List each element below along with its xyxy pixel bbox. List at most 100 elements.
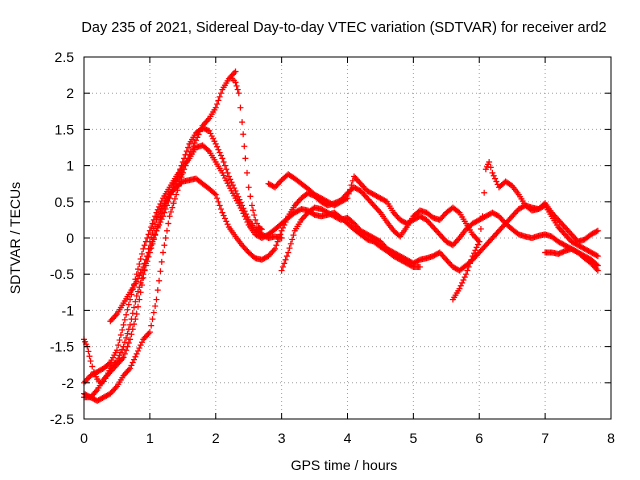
data-point (279, 263, 286, 270)
data-point (141, 266, 148, 273)
data-point (233, 190, 240, 197)
data-point (220, 172, 227, 179)
data-point (123, 334, 130, 341)
data-point (349, 177, 356, 184)
data-point (124, 306, 131, 313)
data-point (117, 332, 124, 339)
data-point (142, 262, 149, 269)
data-point (135, 303, 142, 310)
data-point (239, 119, 246, 126)
tick-layer (83, 56, 612, 420)
series-track-1 (81, 142, 423, 386)
data-point (211, 190, 218, 197)
data-point (174, 187, 181, 194)
data-point (241, 143, 248, 150)
series-track-8 (449, 158, 601, 303)
data-point (594, 253, 601, 260)
data-point (131, 304, 138, 311)
y-tick-label: -2 (62, 375, 75, 391)
x-tick-label: 7 (541, 430, 549, 446)
data-point (131, 321, 138, 328)
data-point (120, 354, 127, 361)
data-point (283, 253, 290, 260)
data-point (481, 189, 488, 196)
data-point (248, 202, 255, 209)
y-tick-label: -2.5 (50, 411, 74, 427)
data-point (216, 202, 223, 209)
data-point (216, 149, 223, 156)
data-point (171, 181, 178, 188)
data-point (470, 250, 477, 257)
data-point (347, 186, 354, 193)
data-point (281, 221, 288, 228)
data-point (540, 201, 547, 208)
x-tick-label: 5 (409, 430, 417, 446)
data-point (137, 279, 144, 286)
data-point (285, 249, 292, 256)
data-point (456, 285, 463, 292)
data-point (492, 175, 499, 182)
data-point (457, 282, 464, 289)
y-tick-labels: -2.5 -2 -1.5 -1 -0.5 0 0.5 1 1.5 2 2.5 (50, 49, 74, 427)
data-point (144, 253, 151, 260)
data-point (221, 175, 228, 182)
y-tick-label: 2 (66, 85, 74, 101)
data-point (149, 220, 156, 227)
data-point (146, 249, 153, 256)
data-point (170, 183, 177, 190)
data-point (272, 245, 279, 252)
data-point (348, 182, 355, 189)
data-point (232, 187, 239, 194)
data-point (215, 146, 222, 153)
data-point (166, 213, 173, 220)
data-point (136, 296, 143, 303)
data-point (119, 326, 126, 333)
data-point (133, 350, 140, 357)
data-point (243, 211, 250, 218)
x-tick-label: 8 (607, 430, 615, 446)
data-point (455, 208, 462, 215)
data-point (179, 158, 186, 165)
data-point (146, 329, 153, 336)
data-point (123, 311, 130, 318)
data-point (89, 363, 96, 370)
data-point (207, 130, 214, 137)
data-point (278, 227, 285, 234)
data-point (229, 182, 236, 189)
x-tick-label: 2 (212, 430, 220, 446)
data-point (240, 131, 247, 138)
data-point (156, 277, 163, 284)
data-point (191, 140, 198, 147)
data-point (224, 169, 231, 176)
data-point (218, 206, 225, 213)
data-point (257, 225, 264, 232)
data-point (137, 289, 144, 296)
data-point (270, 183, 277, 190)
data-point (136, 272, 143, 279)
data-point (129, 359, 136, 366)
data-point (116, 352, 123, 359)
data-point (224, 180, 231, 187)
data-point (235, 90, 242, 97)
data-point (183, 148, 190, 155)
data-point (181, 155, 188, 162)
data-point (214, 101, 221, 108)
data-point (140, 245, 147, 252)
y-axis-title: SDTVAR / TECUs (7, 182, 23, 294)
data-point (416, 263, 423, 270)
data-point (237, 199, 244, 206)
data-point (282, 219, 289, 226)
data-point (283, 216, 290, 223)
data-point (225, 173, 232, 180)
data-point (115, 355, 122, 362)
data-point (593, 252, 600, 259)
data-point (145, 253, 152, 260)
data-point (140, 271, 147, 278)
data-point (245, 184, 252, 191)
data-point (169, 186, 176, 193)
x-tick-label: 4 (344, 430, 352, 446)
data-point (121, 316, 128, 323)
data-point (493, 178, 500, 185)
data-point (87, 358, 94, 365)
series-track-5 (229, 75, 265, 233)
